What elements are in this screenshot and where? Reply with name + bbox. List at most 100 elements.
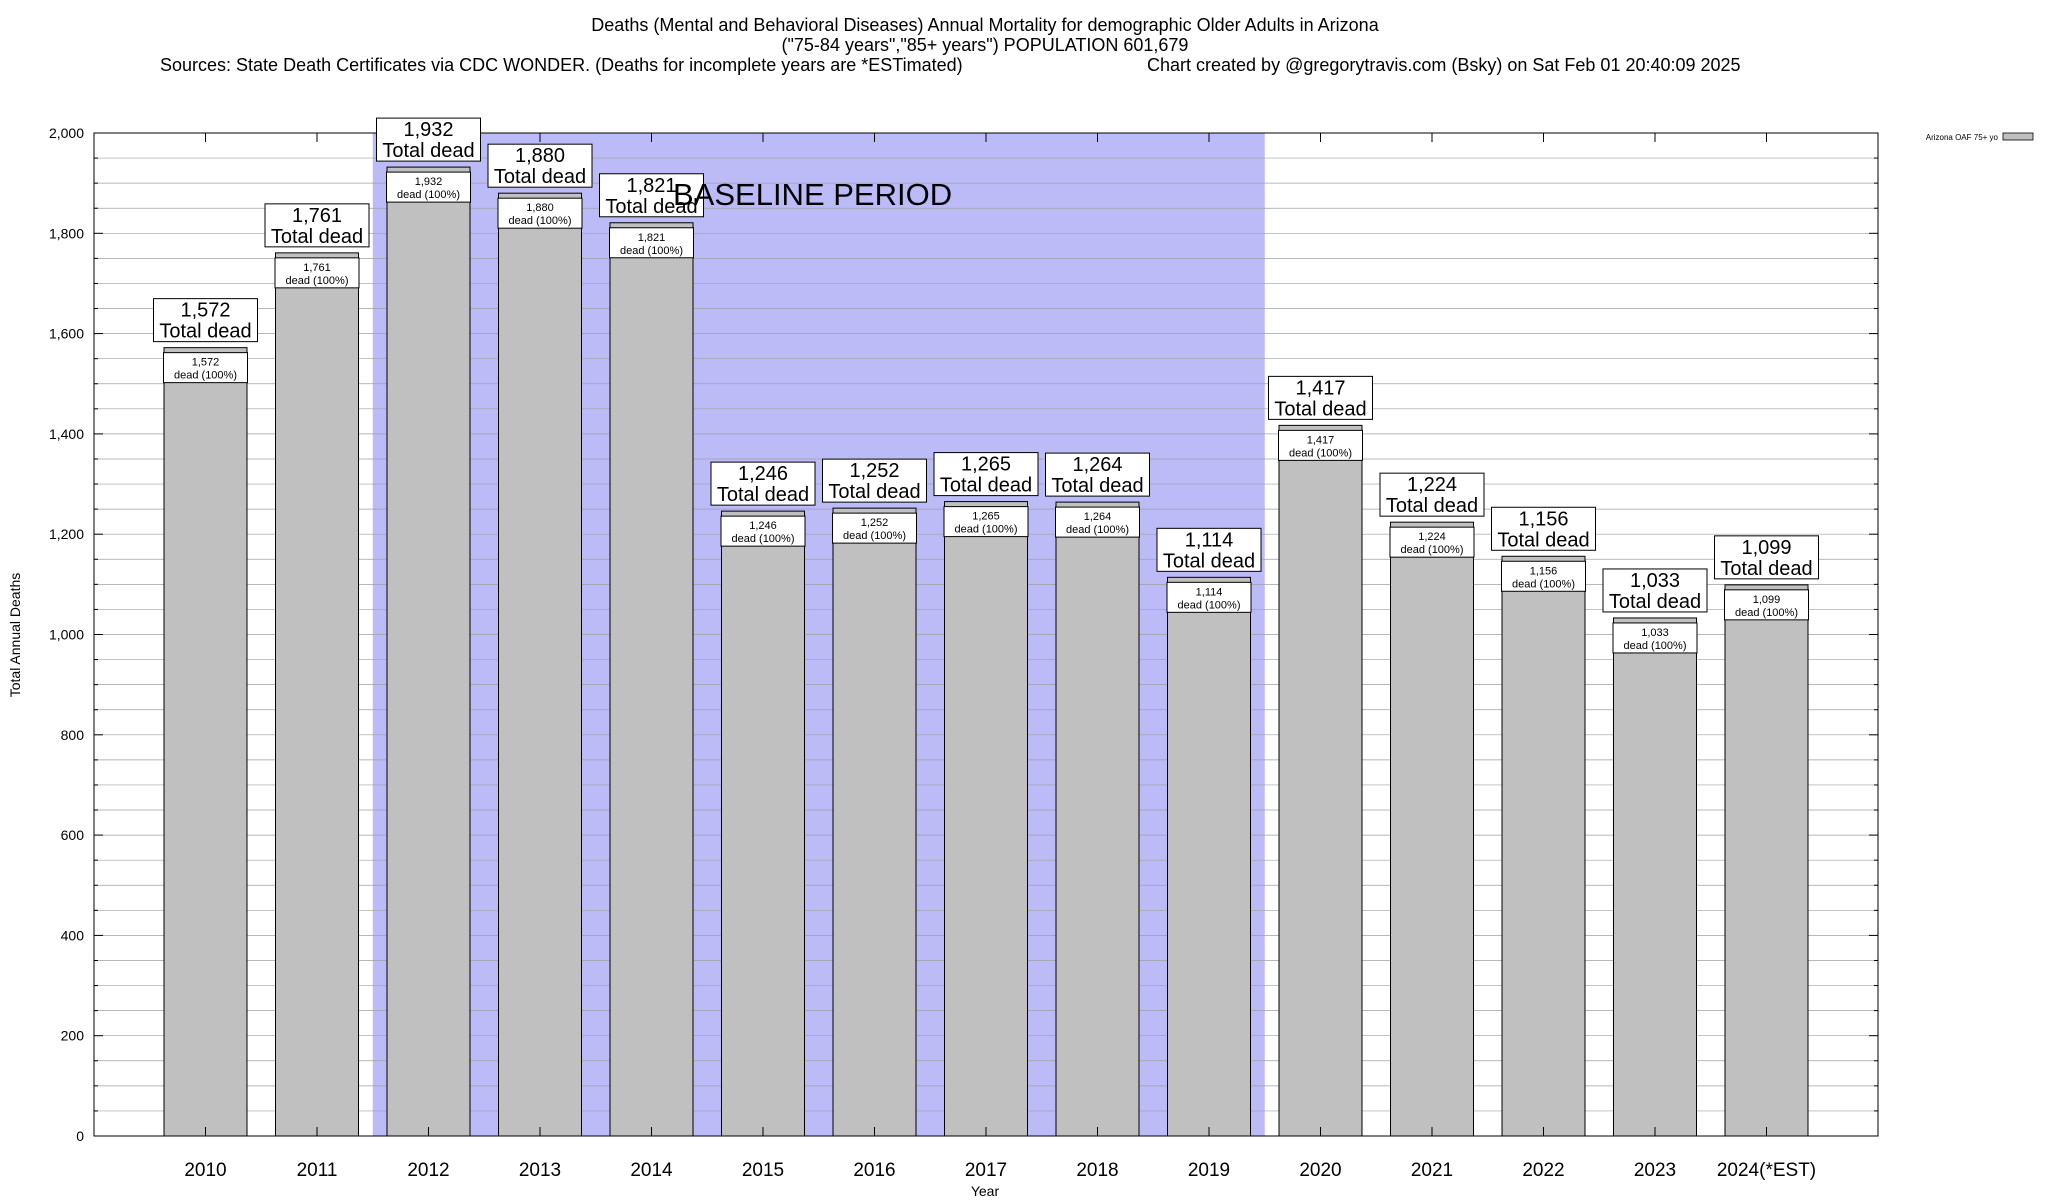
bar-2020 <box>1278 424 1363 1137</box>
inner-label-box-2021 <box>1389 526 1475 558</box>
inner-value-label-2013: 1,880 <box>526 202 554 214</box>
inner-label-box-2012 <box>386 171 471 203</box>
inner-value-label-2010: 1,572 <box>192 357 220 369</box>
inner-dead-label-2018: dead (100%) <box>1066 524 1129 536</box>
inner-value-label-2022: 1,156 <box>1530 565 1558 577</box>
total-value-label-2011: 1,761 <box>292 205 342 227</box>
inner-dead-label-2021: dead (100%) <box>1401 544 1464 556</box>
total-label-box-2015 <box>710 461 816 506</box>
inner-label-box-2010 <box>163 352 248 384</box>
total-label-box-2017 <box>933 452 1039 497</box>
bar-2023 <box>1613 617 1697 1137</box>
total-dead-label-2021: Total dead <box>1386 495 1478 517</box>
total-label-box-2012 <box>376 117 481 162</box>
y-tick-label-1000: 1,000 <box>49 627 84 643</box>
inner-value-label-2017: 1,265 <box>972 511 1000 523</box>
x-tick-label-2015: 2015 <box>742 1160 784 1181</box>
inner-label-box-2019 <box>1166 581 1252 613</box>
x-tick-label-2010: 2010 <box>184 1160 226 1181</box>
y-tick-label-400: 400 <box>61 927 85 943</box>
y-tick-label-1400: 1,400 <box>49 426 84 442</box>
total-label-box-2022 <box>1491 506 1596 551</box>
x-tick-label-2019: 2019 <box>1188 1160 1230 1181</box>
x-tick-label-2023: 2023 <box>1634 1160 1676 1181</box>
y-tick-label-1600: 1,600 <box>49 326 84 342</box>
y-tick-label-1200: 1,200 <box>49 526 84 542</box>
inner-dead-label-2023: dead (100%) <box>1624 640 1687 652</box>
inner-value-label-2012: 1,932 <box>415 176 443 188</box>
inner-label-box-2023 <box>1612 622 1698 654</box>
x-tick-label-2018: 2018 <box>1076 1160 1118 1181</box>
total-label-box-2020 <box>1268 375 1373 420</box>
total-dead-label-2011: Total dead <box>271 226 363 248</box>
inner-label-box-2016 <box>832 512 917 544</box>
bar-2014 <box>609 222 694 1137</box>
inner-value-label-2020: 1,417 <box>1307 434 1335 446</box>
x-tick-label-2013: 2013 <box>519 1160 561 1181</box>
inner-value-label-2021: 1,224 <box>1418 531 1446 543</box>
inner-label-box-2020 <box>1278 429 1363 461</box>
inner-label-box-2015 <box>720 515 806 547</box>
inner-dead-label-2013: dead (100%) <box>509 215 572 227</box>
total-value-label-2022: 1,156 <box>1518 508 1568 530</box>
inner-dead-label-2016: dead (100%) <box>843 530 906 542</box>
total-dead-label-2014: Total dead <box>605 196 697 218</box>
inner-value-label-2018: 1,264 <box>1084 511 1112 523</box>
x-tick-label-2020: 2020 <box>1299 1160 1341 1181</box>
legend-swatch <box>2002 132 2034 141</box>
total-value-label-2024(*EST): 1,099 <box>1741 537 1791 559</box>
total-label-box-2019 <box>1156 527 1262 572</box>
chart-credit: Chart created by @gregorytravis.com (Bsk… <box>1147 55 1741 75</box>
total-value-label-2015: 1,246 <box>738 463 788 485</box>
bar-2016 <box>832 507 917 1137</box>
inner-dead-label-2022: dead (100%) <box>1512 578 1575 590</box>
y-tick-label-0: 0 <box>76 1128 84 1144</box>
inner-dead-label-2019: dead (100%) <box>1178 599 1241 611</box>
x-tick-label-2011: 2011 <box>297 1160 338 1181</box>
y-tick-label-800: 800 <box>61 727 85 743</box>
chart-title-line-1: Deaths (Mental and Behavioral Diseases) … <box>591 15 1379 35</box>
bar-2013 <box>498 192 582 1137</box>
x-axis-label: Year <box>971 1183 1000 1199</box>
inner-label-box-2022 <box>1501 560 1586 592</box>
inner-label-box-2017 <box>943 506 1029 538</box>
total-dead-label-2022: Total dead <box>1497 529 1589 551</box>
legend: Arizona OAF 75+ yo <box>1926 132 2034 142</box>
inner-dead-label-2012: dead (100%) <box>397 189 460 201</box>
total-label-box-2014 <box>599 173 704 218</box>
bar-2021 <box>1390 521 1474 1137</box>
inner-value-label-2014: 1,821 <box>638 232 666 244</box>
inner-label-box-2011 <box>274 257 360 289</box>
total-dead-label-2015: Total dead <box>717 484 809 506</box>
x-tick-label-2024(*EST): 2024(*EST) <box>1717 1160 1816 1181</box>
bar-2018 <box>1055 501 1140 1137</box>
total-dead-label-2013: Total dead <box>494 166 586 188</box>
inner-value-label-2016: 1,252 <box>861 517 889 529</box>
inner-dead-label-2015: dead (100%) <box>732 533 795 545</box>
inner-dead-label-2017: dead (100%) <box>955 524 1018 536</box>
total-dead-label-2016: Total dead <box>828 481 920 503</box>
total-label-box-2013 <box>487 143 593 188</box>
total-label-box-2024(*EST) <box>1714 535 1819 580</box>
total-value-label-2017: 1,265 <box>961 454 1011 476</box>
bar-2024(*EST) <box>1724 584 1809 1137</box>
total-label-box-2011 <box>264 203 370 248</box>
inner-value-label-2023: 1,033 <box>1641 627 1669 639</box>
total-dead-label-2019: Total dead <box>1163 550 1255 572</box>
inner-value-label-2019: 1,114 <box>1196 586 1223 598</box>
bar-2015 <box>721 510 805 1137</box>
x-tick-label-2021: 2021 <box>1411 1160 1453 1181</box>
total-value-label-2019: 1,114 <box>1185 529 1234 551</box>
total-value-label-2012: 1,932 <box>403 119 453 141</box>
inner-value-label-2024(*EST): 1,099 <box>1753 594 1781 606</box>
bar-2012 <box>386 166 471 1137</box>
total-label-box-2018 <box>1045 452 1150 497</box>
legend-label: Arizona OAF 75+ yo <box>1926 133 1999 142</box>
total-dead-label-2010: Total dead <box>159 321 251 343</box>
x-tick-label-2014: 2014 <box>630 1160 673 1181</box>
total-value-label-2013: 1,880 <box>515 145 565 167</box>
inner-label-box-2024(*EST) <box>1724 589 1809 621</box>
inner-label-box-2013 <box>497 197 583 229</box>
total-label-box-2021 <box>1379 472 1485 517</box>
